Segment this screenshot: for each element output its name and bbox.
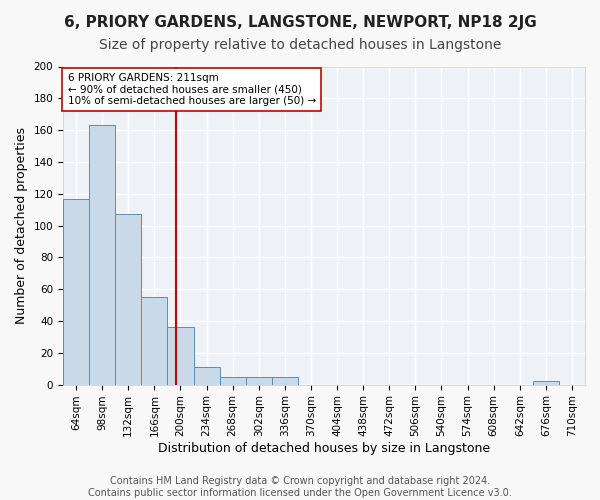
Bar bbox=[115, 214, 142, 384]
Bar bbox=[220, 376, 246, 384]
Bar bbox=[89, 126, 115, 384]
Text: 6, PRIORY GARDENS, LANGSTONE, NEWPORT, NP18 2JG: 6, PRIORY GARDENS, LANGSTONE, NEWPORT, N… bbox=[64, 15, 536, 30]
Bar bbox=[533, 382, 559, 384]
Y-axis label: Number of detached properties: Number of detached properties bbox=[15, 127, 28, 324]
Bar bbox=[63, 198, 89, 384]
Bar bbox=[142, 297, 167, 384]
Bar bbox=[194, 367, 220, 384]
Bar bbox=[246, 376, 272, 384]
Text: Size of property relative to detached houses in Langstone: Size of property relative to detached ho… bbox=[99, 38, 501, 52]
X-axis label: Distribution of detached houses by size in Langstone: Distribution of detached houses by size … bbox=[158, 442, 490, 455]
Bar bbox=[272, 376, 298, 384]
Bar bbox=[167, 328, 194, 384]
Text: Contains HM Land Registry data © Crown copyright and database right 2024.
Contai: Contains HM Land Registry data © Crown c… bbox=[88, 476, 512, 498]
Text: 6 PRIORY GARDENS: 211sqm
← 90% of detached houses are smaller (450)
10% of semi-: 6 PRIORY GARDENS: 211sqm ← 90% of detach… bbox=[68, 73, 316, 106]
